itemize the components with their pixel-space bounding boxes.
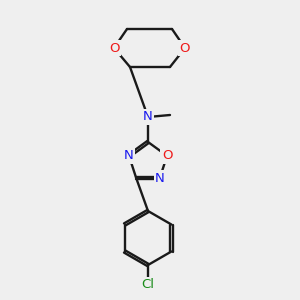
Text: N: N — [124, 149, 134, 162]
Text: N: N — [143, 110, 153, 124]
Text: O: O — [109, 41, 119, 55]
Text: O: O — [180, 41, 190, 55]
Text: O: O — [162, 149, 172, 162]
Text: Cl: Cl — [142, 278, 154, 292]
Text: N: N — [155, 172, 165, 185]
